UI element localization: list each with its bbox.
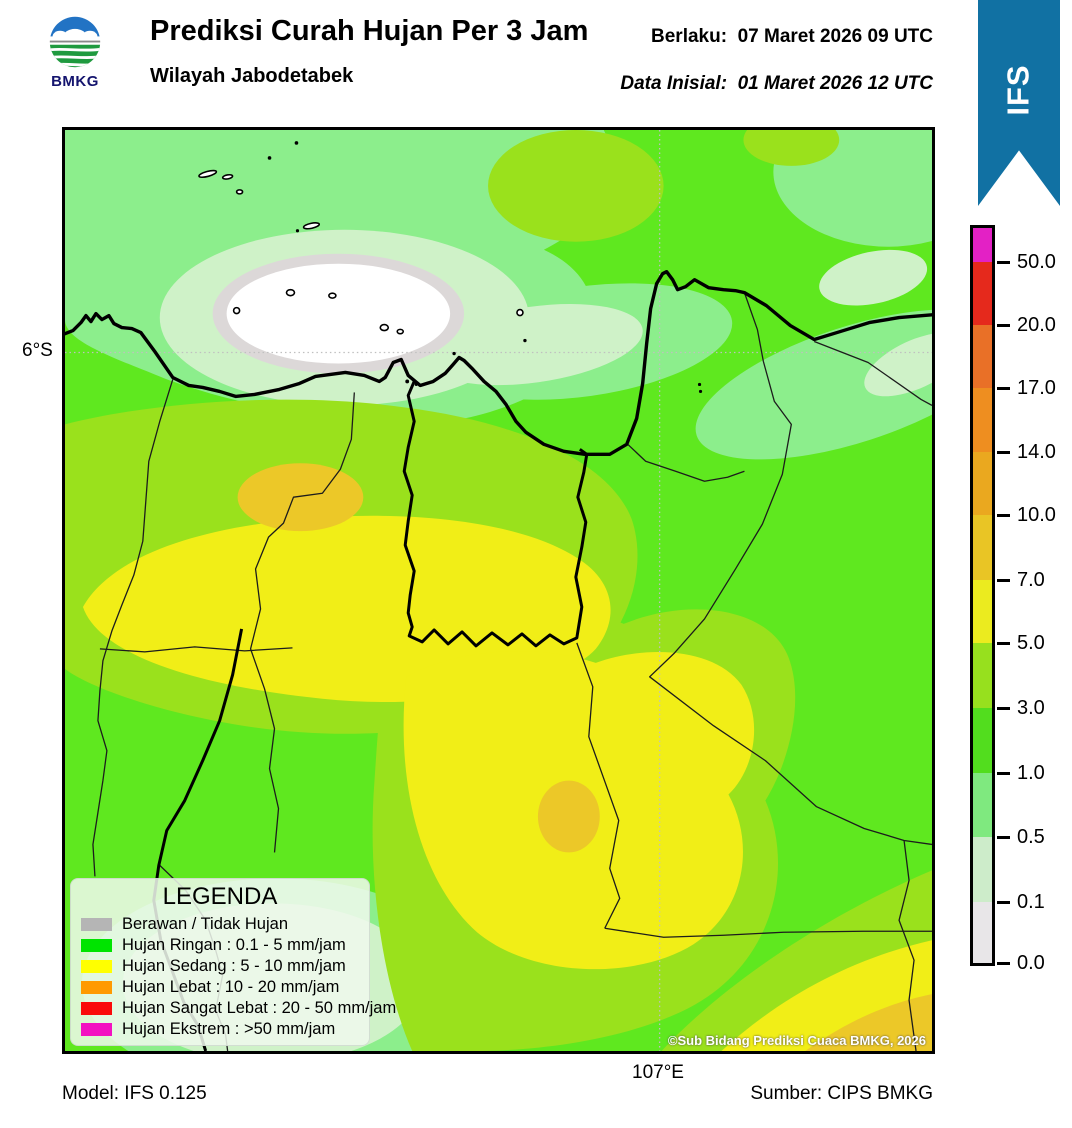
legend-swatch bbox=[81, 1023, 112, 1036]
valid-time: Berlaku: 07 Maret 2026 09 UTC bbox=[620, 26, 933, 48]
colorbar-segment bbox=[973, 773, 992, 837]
model-ribbon: IFS bbox=[978, 0, 1060, 206]
legend-swatch bbox=[81, 939, 112, 952]
colorbar-tick bbox=[997, 642, 1010, 645]
initial-time: Data Inisial: 01 Maret 2026 12 UTC bbox=[620, 73, 933, 95]
legend-item: Hujan Sedang : 5 - 10 mm/jam bbox=[81, 956, 359, 977]
islands bbox=[198, 169, 524, 335]
rainfall-map: LEGENDA Berawan / Tidak Hujan Hujan Ringa… bbox=[62, 127, 935, 1054]
legend-item: Berawan / Tidak Hujan bbox=[81, 914, 359, 935]
colorbar-segment bbox=[973, 708, 992, 773]
legend-swatch bbox=[81, 981, 112, 994]
legend-swatch bbox=[81, 918, 112, 931]
coastline bbox=[65, 269, 932, 456]
colorbar-tick-label: 10.0 bbox=[1017, 504, 1056, 526]
valid-time-label: Berlaku: bbox=[651, 26, 728, 47]
colorbar-tick bbox=[997, 707, 1010, 710]
legend-label: Hujan Ekstrem : >50 mm/jam bbox=[122, 1020, 336, 1038]
bmkg-logo-icon bbox=[49, 16, 101, 68]
legend-swatch bbox=[81, 1002, 112, 1015]
colorbar-tick-label: 50.0 bbox=[1017, 251, 1056, 273]
page-title: Prediksi Curah Hujan Per 3 Jam bbox=[150, 15, 589, 47]
islets bbox=[267, 141, 703, 394]
legend-title: LEGENDA bbox=[162, 883, 278, 910]
colorbar-tick-label: 3.0 bbox=[1017, 697, 1045, 719]
colorbar-scale bbox=[970, 225, 995, 966]
colorbar-tick bbox=[997, 324, 1010, 327]
source-info: Sumber: CIPS BMKG bbox=[750, 1083, 933, 1104]
colorbar-segment bbox=[973, 262, 992, 325]
colorbar-segment bbox=[973, 228, 992, 262]
longitude-tick-label: 107°E bbox=[632, 1062, 684, 1083]
colorbar-tick-label: 0.0 bbox=[1017, 952, 1045, 974]
legend-item: Hujan Ekstrem : >50 mm/jam bbox=[81, 1019, 359, 1040]
colorbar-tick-label: 14.0 bbox=[1017, 441, 1056, 463]
initial-time-label: Data Inisial: bbox=[620, 73, 728, 94]
model-ribbon-label: IFS bbox=[1000, 64, 1036, 116]
colorbar-tick bbox=[997, 836, 1010, 839]
initial-time-value: 01 Maret 2026 12 UTC bbox=[737, 73, 933, 94]
model-info: Model: IFS 0.125 bbox=[62, 1083, 207, 1104]
legend-label: Hujan Lebat : 10 - 20 mm/jam bbox=[122, 978, 340, 996]
legend-label: Hujan Ringan : 0.1 - 5 mm/jam bbox=[122, 936, 346, 954]
bmkg-logo-text: BMKG bbox=[51, 73, 99, 90]
colorbar-segment bbox=[973, 452, 992, 515]
colorbar-tick bbox=[997, 387, 1010, 390]
colorbar-tick-label: 17.0 bbox=[1017, 377, 1056, 399]
colorbar-tick bbox=[997, 962, 1010, 965]
copyright-note: ©Sub Bidang Prediksi Cuaca BMKG, 2026 bbox=[667, 1033, 926, 1048]
colorbar-tick bbox=[997, 579, 1010, 582]
colorbar-segment bbox=[973, 388, 992, 452]
legend-item: Hujan Sangat Lebat : 20 - 50 mm/jam bbox=[81, 998, 396, 1019]
latitude-tick-label: 6°S bbox=[22, 340, 53, 361]
legend-items: Berawan / Tidak Hujan Hujan Ringan : 0.1 … bbox=[81, 914, 396, 1040]
colorbar-segment bbox=[973, 837, 992, 902]
colorbar-tick-label: 7.0 bbox=[1017, 569, 1045, 591]
colorbar-tick bbox=[997, 261, 1010, 264]
legend-label: Hujan Sangat Lebat : 20 - 50 mm/jam bbox=[122, 999, 397, 1017]
page-subtitle: Wilayah Jabodetabek bbox=[150, 64, 354, 87]
legend-label: Berawan / Tidak Hujan bbox=[122, 915, 289, 933]
colorbar-segment bbox=[973, 515, 992, 580]
legend-item: Hujan Lebat : 10 - 20 mm/jam bbox=[81, 977, 359, 998]
colorbar-tick-label: 5.0 bbox=[1017, 632, 1045, 654]
colorbar-tick-label: 0.5 bbox=[1017, 826, 1045, 848]
legend-label: Hujan Sedang : 5 - 10 mm/jam bbox=[122, 957, 346, 975]
map-legend: LEGENDA Berawan / Tidak Hujan Hujan Ringa… bbox=[70, 878, 396, 1046]
colorbar-tick bbox=[997, 772, 1010, 775]
colorbar-tick bbox=[997, 901, 1010, 904]
colorbar-segment bbox=[973, 643, 992, 708]
colorbar: 50.0 20.0 17.0 14.0 10.0 7.0 5.0 3.0 1.0 0.5 0.1 0.… bbox=[970, 225, 1072, 974]
legend-swatch bbox=[81, 960, 112, 973]
colorbar-tick bbox=[997, 451, 1010, 454]
rain-band-dry bbox=[226, 263, 451, 364]
graticule bbox=[65, 130, 932, 1051]
bmkg-logo: BMKG bbox=[46, 14, 104, 90]
colorbar-tick-label: 20.0 bbox=[1017, 314, 1056, 336]
colorbar-tick-label: 0.1 bbox=[1017, 891, 1045, 913]
colorbar-tick-label: 1.0 bbox=[1017, 762, 1045, 784]
colorbar-segment bbox=[973, 325, 992, 388]
colorbar-tick bbox=[997, 514, 1010, 517]
admin-boundaries-thin bbox=[92, 292, 932, 1051]
legend-item: Hujan Ringan : 0.1 - 5 mm/jam bbox=[81, 935, 359, 956]
colorbar-segment bbox=[973, 902, 992, 963]
valid-time-value: 07 Maret 2026 09 UTC bbox=[737, 26, 933, 47]
colorbar-segment bbox=[973, 580, 992, 643]
